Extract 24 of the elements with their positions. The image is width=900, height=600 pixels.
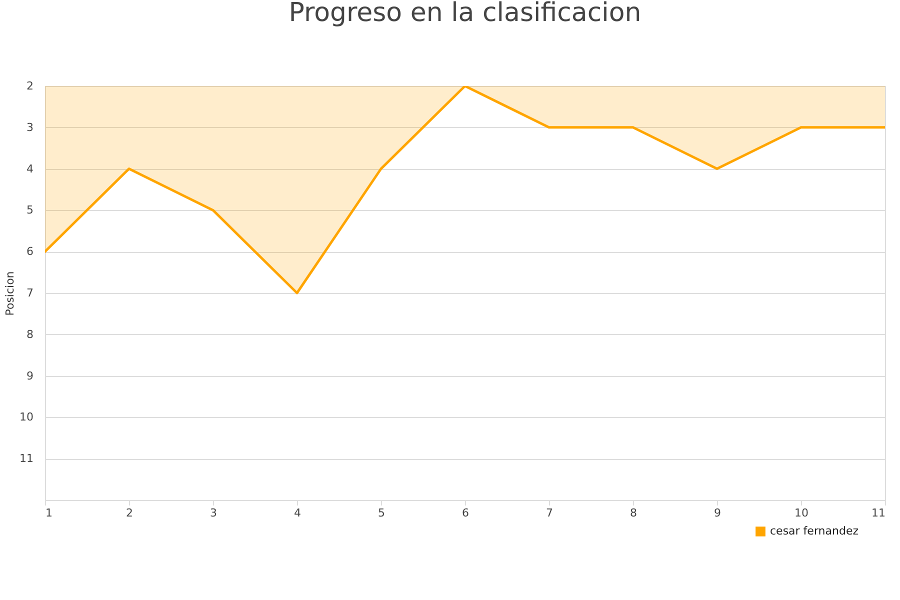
- x-tick-label: 7: [546, 506, 553, 520]
- y-tick-label: 3: [26, 120, 34, 134]
- y-tick-label: 10: [20, 410, 34, 424]
- x-tick-label: 4: [294, 506, 301, 520]
- x-tick-label: 6: [462, 506, 469, 520]
- y-tick-label: 4: [26, 162, 34, 176]
- y-tick-label: 5: [26, 204, 34, 217]
- x-tick-label: 3: [210, 506, 217, 520]
- x-tick-label: 2: [126, 506, 133, 520]
- x-tick-label: 8: [630, 506, 637, 520]
- y-tick-label: 11: [20, 452, 34, 466]
- y-tick-label: 9: [26, 369, 34, 382]
- x-tick-label: 10: [794, 506, 808, 520]
- x-tick-label: 9: [714, 506, 721, 520]
- x-tick-label: 5: [378, 506, 385, 520]
- x-tick-label: 11: [872, 506, 886, 520]
- y-tick-label: 2: [26, 80, 34, 92]
- x-tick-label: 1: [46, 506, 52, 520]
- legend-label: cesar fernandez: [770, 524, 859, 538]
- y-axis-title: Posicion: [4, 271, 17, 316]
- chart-title: Progreso en la clasificacion: [288, 0, 642, 28]
- y-tick-label: 6: [26, 245, 34, 258]
- y-tick-label: 7: [26, 286, 34, 300]
- y-tick-label: 8: [26, 328, 34, 341]
